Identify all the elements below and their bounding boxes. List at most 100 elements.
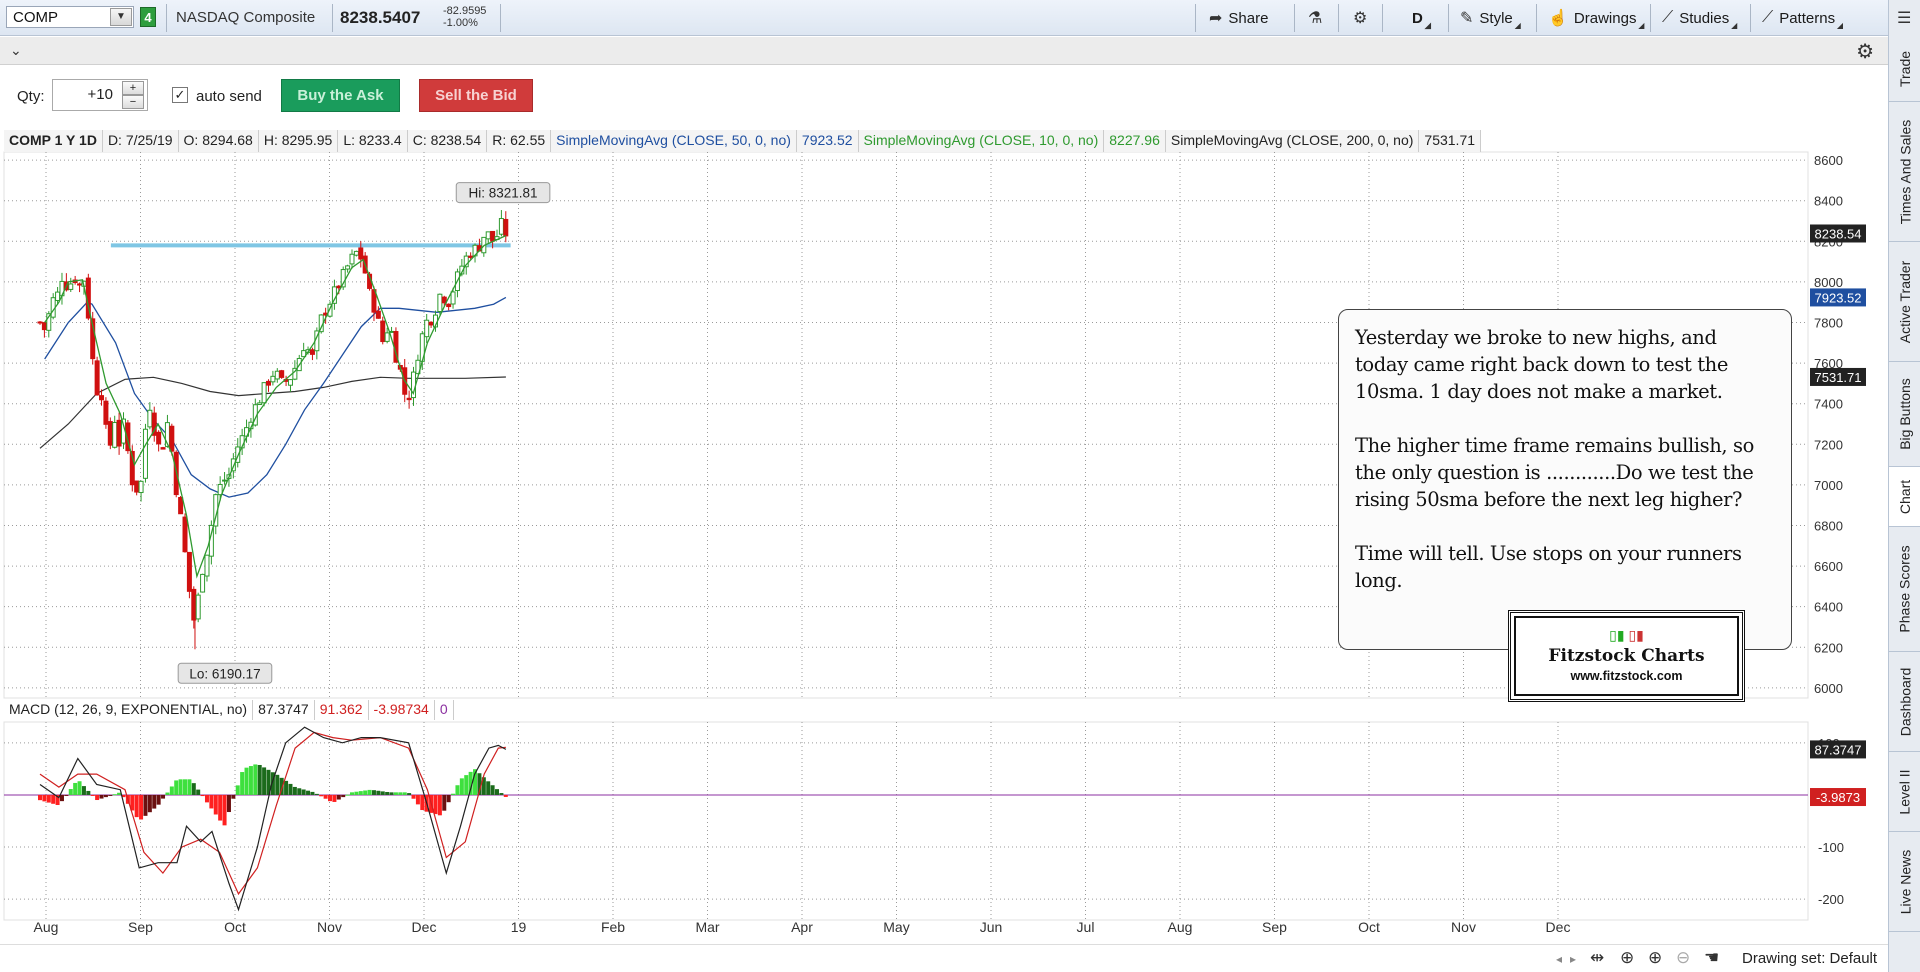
tab-phase-scores[interactable]: Phase Scores — [1889, 527, 1920, 652]
macd-zero-value: 0 — [435, 700, 454, 720]
bar-close: C: 8238.54 — [407, 130, 488, 152]
x-tick-label: Nov — [317, 919, 342, 935]
macd-histogram-bar — [59, 794, 64, 802]
corner-caret-icon: ◢ — [1836, 21, 1844, 30]
tab-chart[interactable]: Chart — [1889, 467, 1920, 527]
price-panel: Hi: 8321.81 Lo: 6190.17 — [37, 182, 551, 684]
sidebar-menu-icon[interactable]: ☰ — [1897, 10, 1912, 27]
candle-body — [129, 450, 135, 486]
candle-body — [37, 321, 43, 324]
sell-the-bid-button[interactable]: Sell the Bid — [419, 79, 533, 112]
buy-the-ask-button[interactable]: Buy the Ask — [281, 79, 400, 112]
drawings-button[interactable]: ☝ Drawings ◢ — [1542, 4, 1645, 32]
tab-big-buttons[interactable]: Big Buttons — [1889, 362, 1920, 467]
macd-histogram-bar — [200, 794, 205, 797]
candle-body — [380, 320, 386, 343]
macd-tag-box — [1810, 788, 1866, 807]
symbol-dropdown-icon[interactable]: ▼ — [110, 8, 132, 26]
y-tick-label: 6600 — [1814, 559, 1843, 574]
tab-times-and-sales[interactable]: Times And Sales — [1889, 102, 1920, 242]
price-grid — [3, 151, 1809, 699]
macd-histogram-bar — [288, 783, 293, 795]
zoom-pan-icon[interactable]: ⇹ — [1590, 948, 1605, 967]
tab-label: Live News — [1897, 849, 1913, 914]
qty-increment-button[interactable]: + — [122, 81, 144, 95]
macd-line — [39, 726, 507, 912]
macd-histogram-bar — [306, 790, 311, 795]
candle-body — [156, 431, 162, 445]
candle-body — [112, 422, 118, 448]
bar-low: L: 8233.4 — [338, 130, 408, 152]
macd-histogram-bar — [407, 793, 412, 795]
macd-histogram-bar — [328, 794, 333, 802]
studies-button[interactable]: ⟋ Studies ◢ — [1656, 4, 1737, 32]
tab-live-news[interactable]: Live News — [1889, 832, 1920, 932]
macd-grid — [3, 721, 1809, 921]
y-tick-label: 6000 — [1814, 681, 1843, 696]
style-icon: ✎ — [1460, 10, 1474, 27]
period-button[interactable]: D ◢ — [1406, 4, 1431, 32]
macd-histogram-bar — [455, 785, 460, 795]
macd-histogram-bar — [187, 779, 192, 795]
crosshair-icon[interactable]: ⊕ — [1620, 948, 1635, 967]
style-button[interactable]: ✎ Style ◢ — [1454, 4, 1521, 32]
corner-caret-icon: ◢ — [1638, 21, 1645, 30]
patterns-button[interactable]: ⟋ Patterns ◢ — [1756, 4, 1844, 32]
gear-icon[interactable]: ⚙ — [1856, 41, 1874, 63]
candle-body — [217, 483, 223, 496]
qty-decrement-button[interactable]: − — [122, 95, 144, 109]
tab-level-ii[interactable]: Level II — [1889, 752, 1920, 832]
sma10-label[interactable]: SimpleMovingAvg (CLOSE, 10, 0, no) — [858, 130, 1105, 152]
macd-histogram-bar — [191, 783, 196, 795]
candle-body — [406, 397, 412, 401]
candle-body — [160, 447, 166, 450]
chevron-down-icon[interactable]: ⌄ — [10, 42, 22, 58]
sma10-value: 8227.96 — [1104, 130, 1166, 152]
auto-send-checkbox[interactable]: ✓ — [172, 87, 188, 103]
candle-body — [266, 380, 272, 386]
hand-pointer-icon: ☝ — [1548, 10, 1568, 27]
link-group-badge[interactable]: 4 — [140, 7, 156, 27]
macd-label[interactable]: MACD (12, 26, 9, EXPONENTIAL, no) — [4, 700, 254, 720]
scroll-left-icon[interactable]: ◂ — [1556, 952, 1563, 966]
sma50-value: 7923.52 — [796, 130, 859, 152]
gear-icon: ⚙ — [1353, 10, 1368, 27]
scroll-right-icon[interactable]: ▸ — [1570, 952, 1577, 966]
zoom-in-icon[interactable]: ⊕ — [1648, 948, 1663, 967]
macd-panel — [4, 726, 1808, 912]
share-icon: ➦ — [1209, 10, 1223, 27]
macd-histogram-bar — [257, 764, 262, 795]
price-tag-box — [1810, 367, 1866, 386]
annotation-note[interactable]: Yesterday we broke to new highs, and tod… — [1338, 309, 1792, 650]
macd-histogram-bar — [398, 792, 403, 795]
annotation-paragraph: The higher time frame remains bullish, s… — [1355, 434, 1754, 511]
corner-caret-icon: ◢ — [1514, 21, 1521, 30]
share-button[interactable]: ➦ Share — [1203, 4, 1274, 32]
symbol-input[interactable]: COMP ▼ — [6, 6, 134, 28]
sma200-label[interactable]: SimpleMovingAvg (CLOSE, 200, 0, no) — [1165, 130, 1420, 152]
sma50-label[interactable]: SimpleMovingAvg (CLOSE, 50, 0, no) — [551, 130, 797, 152]
tab-label: Level II — [1897, 768, 1914, 815]
zoom-out-icon[interactable]: ⊖ — [1676, 948, 1691, 967]
tab-dashboard[interactable]: Dashboard — [1889, 652, 1920, 752]
toolbar-divider — [500, 4, 501, 32]
drawing-set-label[interactable]: Drawing set: Default — [1742, 950, 1878, 967]
macd-histogram-bar — [55, 794, 60, 806]
candle-body — [261, 382, 267, 404]
y-tick-label: 8600 — [1814, 153, 1843, 168]
macd-histogram-bar — [156, 794, 161, 805]
hand-pan-icon[interactable]: ☚ — [1704, 948, 1720, 967]
macd-histogram-bar — [415, 794, 420, 805]
candle-body — [169, 425, 175, 452]
chart-settings-button[interactable]: ⚙ — [1347, 4, 1373, 32]
macd-histogram-bar — [284, 780, 289, 795]
candle-body — [204, 554, 210, 577]
flask-button[interactable]: ⚗ — [1302, 4, 1328, 32]
candle-body — [459, 265, 465, 275]
tab-active-trader[interactable]: Active Trader — [1889, 242, 1920, 362]
tab-trade[interactable]: Trade — [1889, 36, 1920, 102]
candle-body — [41, 322, 47, 331]
symbol-description: NASDAQ Composite — [176, 9, 316, 26]
macd-histogram-bar — [130, 794, 135, 811]
macd-histogram-bar — [103, 794, 108, 798]
